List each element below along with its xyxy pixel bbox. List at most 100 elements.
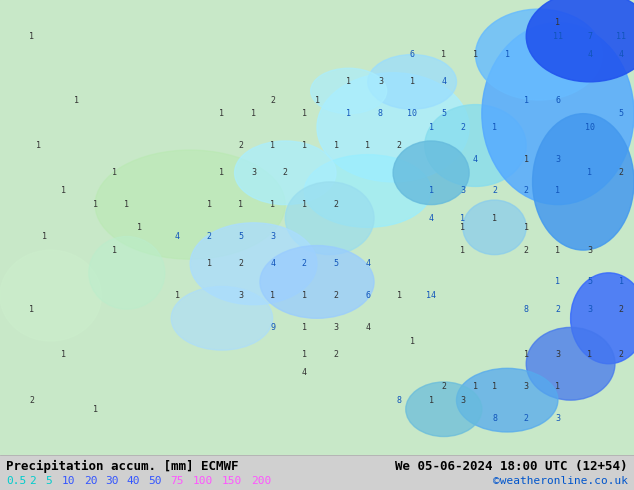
Text: 3: 3 bbox=[251, 168, 256, 177]
Text: 4: 4 bbox=[302, 368, 307, 377]
Text: 20: 20 bbox=[84, 476, 97, 486]
Ellipse shape bbox=[463, 200, 526, 255]
Text: 1: 1 bbox=[429, 123, 434, 132]
Text: 0.5: 0.5 bbox=[6, 476, 27, 486]
Text: 1: 1 bbox=[314, 96, 320, 104]
Text: 1: 1 bbox=[492, 123, 497, 132]
Text: 1: 1 bbox=[29, 305, 34, 314]
Text: 1: 1 bbox=[346, 109, 351, 118]
Text: 150: 150 bbox=[222, 476, 242, 486]
Text: 1: 1 bbox=[302, 109, 307, 118]
Text: 4: 4 bbox=[441, 77, 446, 86]
Ellipse shape bbox=[526, 327, 615, 400]
Ellipse shape bbox=[368, 54, 456, 109]
Text: 1: 1 bbox=[93, 200, 98, 209]
Text: 9: 9 bbox=[270, 323, 275, 332]
Text: 1: 1 bbox=[505, 50, 510, 59]
Text: 4: 4 bbox=[365, 259, 370, 268]
Text: 4: 4 bbox=[619, 50, 624, 59]
Text: 8: 8 bbox=[524, 305, 529, 314]
Text: 1: 1 bbox=[207, 259, 212, 268]
Text: 30: 30 bbox=[105, 476, 119, 486]
Ellipse shape bbox=[571, 273, 634, 364]
Text: 3: 3 bbox=[524, 382, 529, 391]
Ellipse shape bbox=[425, 104, 526, 186]
Text: Precipitation accum. [mm] ECMWF: Precipitation accum. [mm] ECMWF bbox=[6, 460, 239, 473]
Ellipse shape bbox=[95, 150, 285, 259]
Text: 1: 1 bbox=[397, 291, 402, 300]
Ellipse shape bbox=[482, 23, 634, 205]
Text: 2: 2 bbox=[492, 187, 497, 196]
Text: 7: 7 bbox=[587, 32, 592, 41]
Text: 2: 2 bbox=[333, 291, 339, 300]
Text: 1: 1 bbox=[219, 168, 224, 177]
Text: 5: 5 bbox=[46, 476, 53, 486]
Text: 1: 1 bbox=[460, 245, 465, 255]
Text: 2: 2 bbox=[238, 259, 243, 268]
Text: 1: 1 bbox=[346, 77, 351, 86]
Text: 2: 2 bbox=[460, 123, 465, 132]
Ellipse shape bbox=[406, 382, 482, 437]
Text: 1: 1 bbox=[93, 405, 98, 414]
Text: 2: 2 bbox=[555, 305, 560, 314]
Text: 100: 100 bbox=[193, 476, 213, 486]
Text: 3: 3 bbox=[587, 305, 592, 314]
Text: 2: 2 bbox=[524, 187, 529, 196]
Text: 1: 1 bbox=[124, 200, 129, 209]
Text: 11: 11 bbox=[616, 32, 626, 41]
Text: 1: 1 bbox=[441, 50, 446, 59]
Text: 1: 1 bbox=[270, 200, 275, 209]
Text: 1: 1 bbox=[492, 382, 497, 391]
Text: 1: 1 bbox=[587, 168, 592, 177]
Ellipse shape bbox=[235, 141, 336, 205]
Text: 6: 6 bbox=[410, 50, 415, 59]
Text: 1: 1 bbox=[74, 96, 79, 104]
Text: 3: 3 bbox=[460, 395, 465, 405]
Text: 1: 1 bbox=[524, 223, 529, 232]
Text: 1: 1 bbox=[429, 187, 434, 196]
Text: 8: 8 bbox=[378, 109, 383, 118]
Text: 1: 1 bbox=[429, 395, 434, 405]
Text: ©weatheronline.co.uk: ©weatheronline.co.uk bbox=[493, 476, 628, 486]
Ellipse shape bbox=[317, 73, 469, 182]
Text: 2: 2 bbox=[619, 168, 624, 177]
Text: 1: 1 bbox=[302, 291, 307, 300]
Text: 10: 10 bbox=[585, 123, 595, 132]
Text: 2: 2 bbox=[397, 141, 402, 150]
Ellipse shape bbox=[393, 141, 469, 205]
Text: 4: 4 bbox=[429, 214, 434, 223]
Text: 1: 1 bbox=[29, 32, 34, 41]
Text: 5: 5 bbox=[587, 277, 592, 287]
Text: 1: 1 bbox=[524, 96, 529, 104]
Ellipse shape bbox=[171, 287, 273, 350]
Text: 2: 2 bbox=[270, 96, 275, 104]
Text: 5: 5 bbox=[238, 232, 243, 241]
Text: 1: 1 bbox=[492, 214, 497, 223]
Text: 75: 75 bbox=[170, 476, 183, 486]
Text: 5: 5 bbox=[619, 109, 624, 118]
Ellipse shape bbox=[456, 368, 558, 432]
Text: 1: 1 bbox=[555, 277, 560, 287]
Text: 1: 1 bbox=[112, 168, 117, 177]
Text: 1: 1 bbox=[219, 109, 224, 118]
Text: We 05-06-2024 18:00 UTC (12+54): We 05-06-2024 18:00 UTC (12+54) bbox=[395, 460, 628, 473]
Ellipse shape bbox=[285, 182, 374, 255]
Text: 2: 2 bbox=[283, 168, 288, 177]
Text: 1: 1 bbox=[473, 50, 478, 59]
Text: 3: 3 bbox=[555, 155, 560, 164]
Text: 1: 1 bbox=[302, 323, 307, 332]
Ellipse shape bbox=[260, 245, 374, 318]
Text: 3: 3 bbox=[555, 350, 560, 359]
Ellipse shape bbox=[311, 68, 387, 114]
Text: 4: 4 bbox=[473, 155, 478, 164]
Text: 1: 1 bbox=[238, 200, 243, 209]
Text: 2: 2 bbox=[29, 395, 34, 405]
Text: 1: 1 bbox=[270, 141, 275, 150]
Ellipse shape bbox=[526, 0, 634, 82]
Text: 1: 1 bbox=[524, 350, 529, 359]
Text: 1: 1 bbox=[473, 382, 478, 391]
Text: 1: 1 bbox=[302, 200, 307, 209]
Ellipse shape bbox=[304, 155, 431, 227]
Text: 1: 1 bbox=[137, 223, 142, 232]
Text: 2: 2 bbox=[29, 476, 36, 486]
